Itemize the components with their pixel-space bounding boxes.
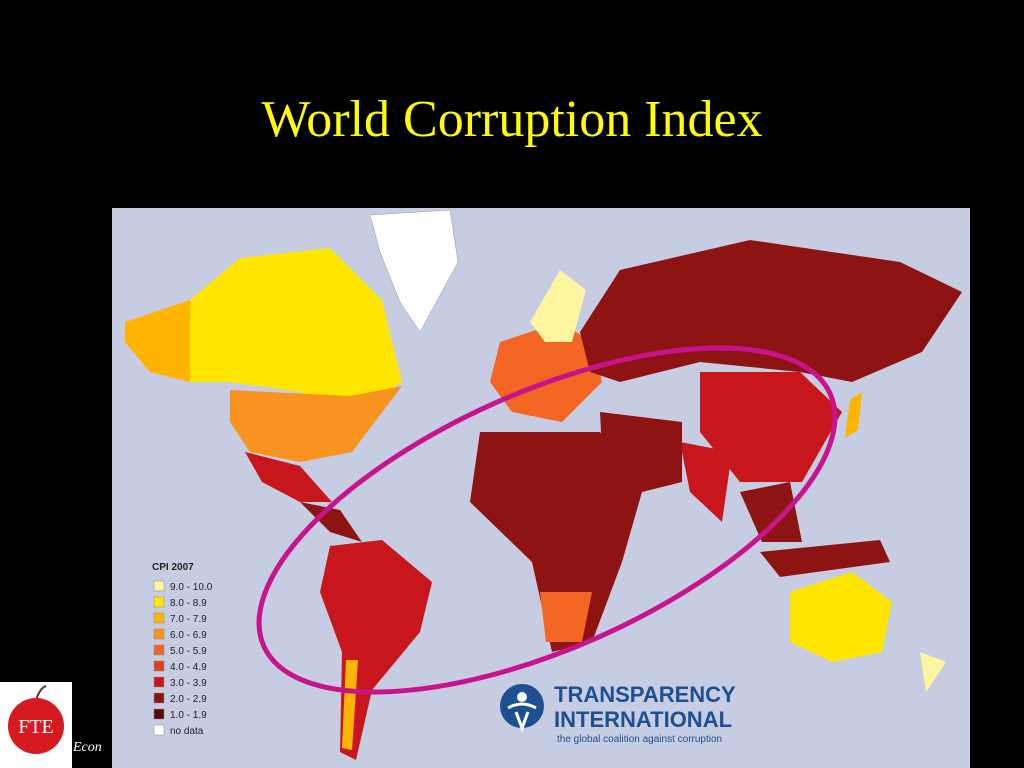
legend-label: 4.0 - 4.9 (170, 662, 207, 673)
legend-label: 9.0 - 10.0 (170, 582, 213, 593)
middle-east (600, 412, 682, 492)
legend-label: 5.0 - 5.9 (170, 646, 207, 657)
legend-label: no data (170, 726, 204, 737)
india (680, 442, 732, 522)
indonesia (760, 540, 890, 577)
legend: CPI 2007 9.0 - 10.0 8.0 - 8.9 7.0 - 7.9 6.0… (152, 562, 213, 737)
japan (845, 392, 862, 438)
legend-label: 7.0 - 7.9 (170, 614, 207, 625)
china (700, 372, 842, 482)
europe (490, 322, 602, 422)
legend-swatch (153, 596, 165, 608)
scandinavia (530, 270, 586, 342)
logo-text: FTE (18, 716, 54, 738)
southeast-asia (740, 482, 802, 542)
legend-swatch (153, 676, 165, 688)
ti-emblem-figure (507, 702, 537, 733)
usa (230, 386, 402, 462)
africa (470, 432, 642, 652)
footer-text: Econ (72, 740, 102, 755)
legend-swatch (153, 724, 165, 736)
slide-title: World Corruption Index (261, 91, 762, 148)
legend-swatch (153, 692, 165, 704)
australia (790, 572, 892, 662)
legend-swatch (153, 644, 165, 656)
legend-label: 6.0 - 6.9 (170, 630, 207, 641)
legend-swatch (153, 708, 165, 720)
chile (342, 660, 358, 750)
highlight-ellipse (256, 345, 838, 695)
canada (190, 248, 402, 412)
ti-emblem (500, 684, 544, 728)
alaska (125, 300, 190, 382)
new-zealand (920, 652, 946, 692)
ti-logo: TRANSPARENCY INTERNATIONAL the global co… (500, 682, 736, 745)
legend-label: 2.0 - 2.9 (170, 694, 207, 705)
legend-swatch (153, 612, 165, 624)
legend-swatch (153, 580, 165, 592)
legend-swatch (153, 660, 165, 672)
fte-logo: FTE (0, 682, 72, 768)
south-africa (540, 592, 592, 642)
legend-title: CPI 2007 (152, 562, 194, 573)
legend-swatch (153, 628, 165, 640)
legend-label: 8.0 - 8.9 (170, 598, 207, 609)
mexico (245, 452, 332, 502)
greenland (369, 209, 459, 333)
world-map: CPI 2007 9.0 - 10.0 8.0 - 8.9 7.0 - 7.9 6.0… (112, 208, 970, 768)
central-america (300, 502, 362, 542)
legend-label: 3.0 - 3.9 (170, 678, 207, 689)
org-tagline: the global coalition against corruption (557, 734, 722, 745)
russia (580, 240, 962, 382)
legend-label: 1.0 - 1.9 (170, 710, 207, 721)
apple (8, 698, 64, 754)
org-name-line2: INTERNATIONAL (554, 707, 732, 732)
org-name-line1: TRANSPARENCY (554, 682, 736, 707)
ti-emblem-head (517, 692, 527, 702)
